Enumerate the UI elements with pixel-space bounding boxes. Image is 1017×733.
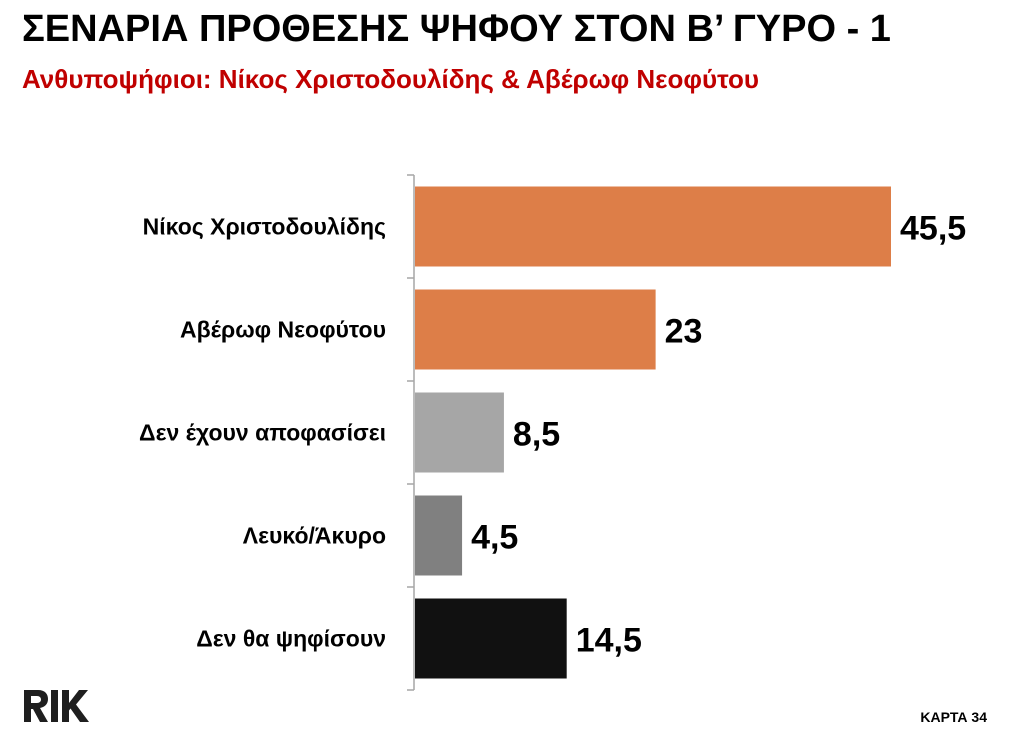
bar — [415, 392, 504, 473]
data-label: 4,5 — [471, 519, 518, 557]
rik-logo-icon — [24, 690, 89, 722]
data-label: 8,5 — [513, 416, 560, 454]
category-label: Αβέρωφ Νεοφύτου — [180, 317, 386, 343]
data-label: 23 — [665, 313, 703, 351]
bar — [415, 598, 567, 679]
bar — [415, 289, 656, 370]
data-label: 14,5 — [576, 622, 642, 660]
category-label: Νίκος Χριστοδουλίδης — [143, 214, 386, 240]
card-number: ΚΑΡΤΑ 34 — [920, 709, 987, 725]
category-label: Λευκό/Άκυρο — [243, 523, 386, 549]
bar — [415, 495, 463, 576]
category-label: Δεν έχουν αποφασίσει — [139, 420, 386, 446]
page-subtitle: Ανθυποψήφιοι: Νίκος Χριστοδουλίδης & Αβέ… — [22, 64, 760, 94]
chart-labels: Νίκος Χριστοδουλίδης 45,5 Αβέρωφ Νεοφύτου 2… — [139, 210, 966, 660]
bar — [415, 186, 891, 267]
chart-axis — [407, 174, 415, 691]
chart-bars — [415, 186, 891, 679]
category-label: Δεν θα ψηφίσουν — [196, 626, 386, 652]
page-title: ΣΕΝΑΡΙΑ ΠΡΟΘΕΣΗΣ ΨΗΦΟΥ ΣΤΟΝ Β’ ΓΥΡΟ - 1 — [22, 8, 891, 50]
data-label: 45,5 — [900, 210, 966, 248]
